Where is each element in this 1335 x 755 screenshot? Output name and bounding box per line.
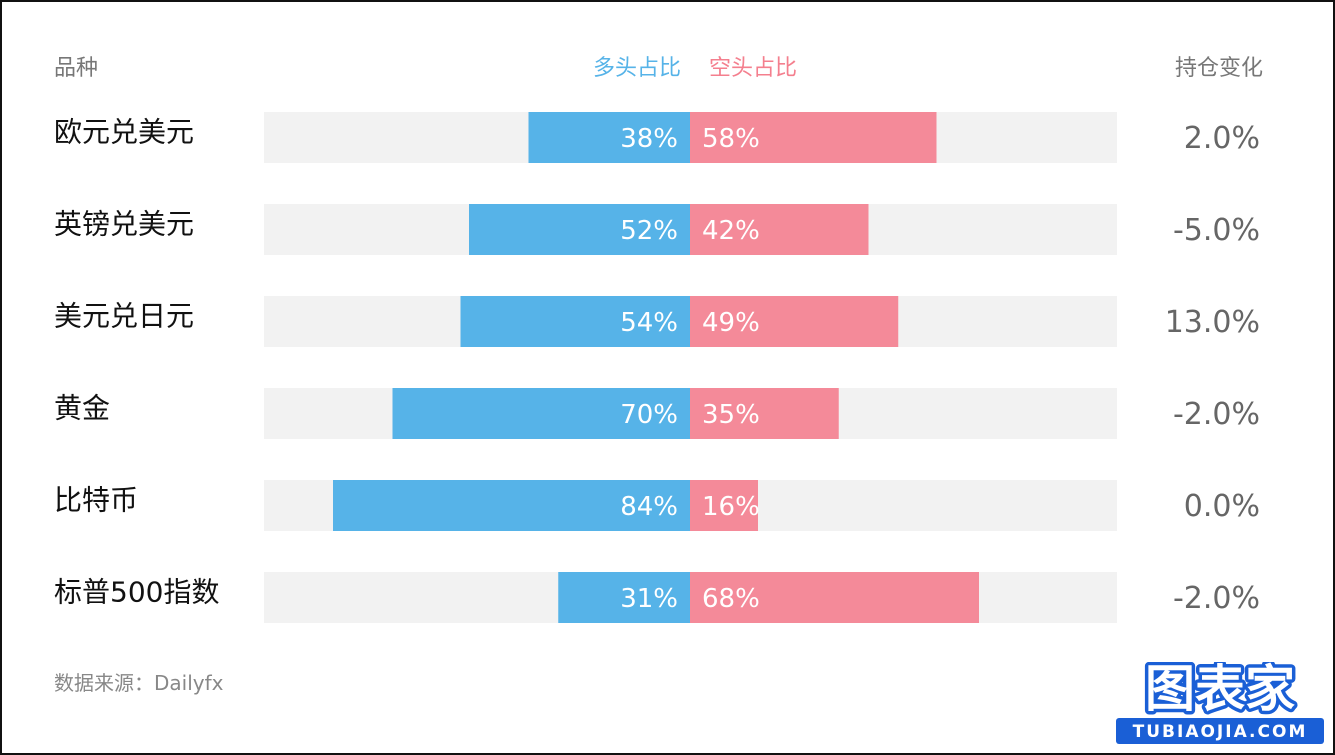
short-value-label: 58%: [702, 124, 760, 154]
short-value-label: 35%: [702, 400, 760, 430]
header-short-ratio: 空头占比: [709, 56, 798, 81]
long-value-label: 38%: [620, 124, 678, 154]
long-bar: [469, 204, 690, 255]
position-change-value: -2.0%: [1173, 397, 1260, 432]
long-value-label: 54%: [620, 308, 678, 338]
svg-text:TUBIAOJIA.COM: TUBIAOJIA.COM: [1133, 722, 1308, 742]
long-bar: [460, 296, 690, 347]
position-change-value: 0.0%: [1184, 489, 1260, 524]
category-label: 美元兑日元: [54, 300, 194, 333]
category-label: 比特币: [54, 484, 138, 517]
source-note: 数据来源：Dailyfx: [54, 671, 224, 695]
tubiaojia-logo: 图表家 TUBIAOJIA.COM: [1116, 662, 1324, 744]
category-label: 黄金: [54, 392, 110, 425]
short-bar: [690, 112, 937, 163]
long-value-label: 70%: [620, 400, 678, 430]
position-change-value: -5.0%: [1173, 213, 1260, 248]
svg-text:图表家: 图表家: [1145, 662, 1295, 718]
category-label: 标普500指数: [54, 576, 219, 609]
short-value-label: 42%: [702, 216, 760, 246]
short-bar: [690, 296, 899, 347]
short-bar: [690, 204, 869, 255]
short-bar: [690, 480, 758, 531]
long-value-label: 52%: [620, 216, 678, 246]
long-value-label: 31%: [620, 584, 678, 614]
long-bar: [558, 572, 690, 623]
header-long-ratio: 多头占比: [592, 56, 681, 81]
position-change-value: 13.0%: [1165, 305, 1260, 340]
short-value-label: 16%: [702, 492, 760, 522]
position-change-value: 2.0%: [1184, 121, 1260, 156]
short-value-label: 49%: [702, 308, 760, 338]
long-bar: [528, 112, 690, 163]
short-bar: [690, 572, 979, 623]
long-bar: [392, 388, 690, 439]
position-change-value: -2.0%: [1173, 581, 1260, 616]
short-value-label: 68%: [702, 584, 760, 614]
long-bar: [333, 480, 690, 531]
header-category: 品种: [54, 56, 99, 81]
long-value-label: 84%: [620, 492, 678, 522]
short-bar: [690, 388, 839, 439]
header-position-change: 持仓变化: [1174, 56, 1263, 81]
category-label: 欧元兑美元: [54, 116, 194, 149]
category-label: 英镑兑美元: [54, 208, 194, 241]
